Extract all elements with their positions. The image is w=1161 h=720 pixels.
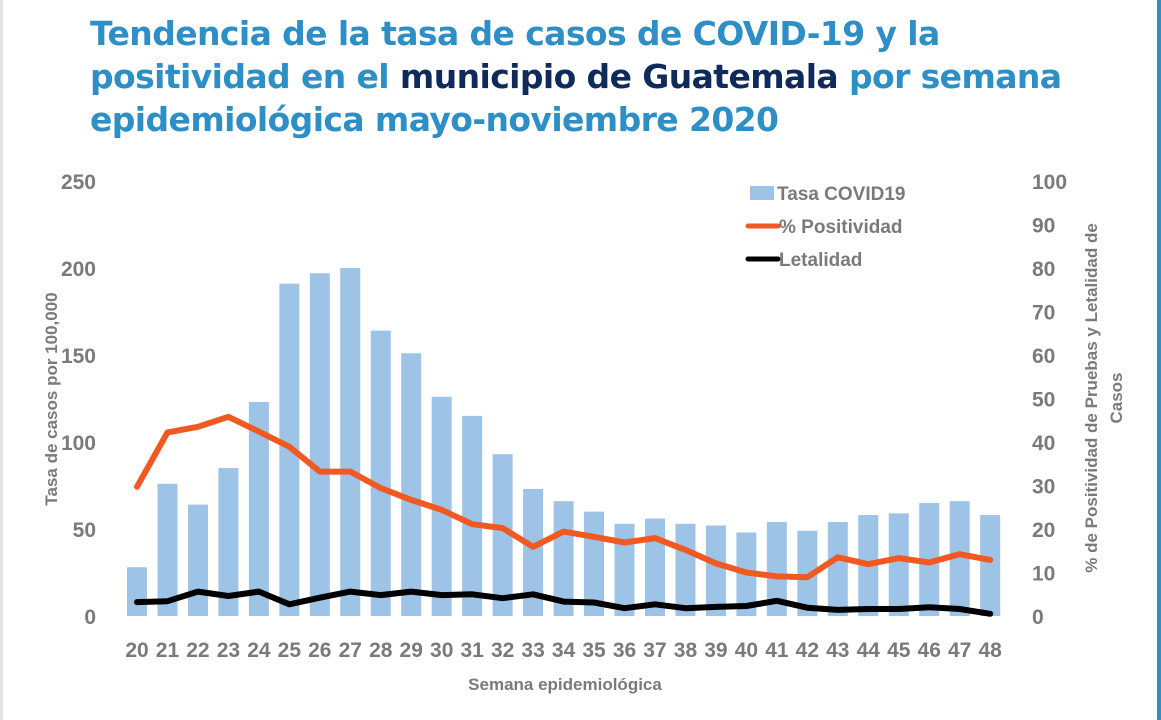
bar-week-26: [309, 273, 330, 616]
line-positividad: [134, 413, 994, 581]
left-frame-edge: [0, 0, 3, 720]
bar-week-31: [462, 415, 483, 616]
y-tick-label: 0: [84, 606, 96, 629]
y2-tick-label: 100: [1032, 171, 1067, 194]
legend-item-letalidad[interactable]: Letalidad: [745, 250, 862, 271]
x-tick-label: 22: [186, 639, 209, 662]
x-tick-label: 46: [918, 639, 941, 662]
y-axis-right-title: % de Positividad de Pruebas y Letalidad …: [1082, 223, 1126, 573]
legend-item-tasa-covid19[interactable]: Tasa COVID19: [750, 184, 905, 205]
bar-week-28: [370, 330, 391, 616]
bar-week-24: [248, 401, 269, 616]
x-axis-ticks: 20 21 22 23 24 25 26 27 28 29 30 31 32 33 34 35 36 37 38 39…: [125, 639, 1002, 662]
legend-label: Letalidad: [779, 250, 862, 271]
bar-week-42: [797, 530, 818, 616]
y-axis-left-ticks: 0 50 100 150 200 250: [61, 171, 96, 629]
bar-week-20: [127, 567, 147, 616]
legend-label: Tasa COVID19: [777, 184, 905, 205]
legend-label: % Positividad: [779, 217, 903, 238]
bar-week-33: [523, 488, 544, 616]
bar-week-41: [766, 522, 787, 616]
legend: Tasa COVID19 % Positividad Letalidad: [745, 184, 905, 271]
bar-week-21: [157, 483, 178, 616]
bar-week-23: [218, 468, 239, 616]
x-axis-title: Semana epidemiológica: [468, 675, 662, 694]
bar-week-32: [492, 454, 513, 616]
y2-tick-label: 20: [1032, 519, 1055, 542]
legend-swatch-bar: [750, 186, 774, 200]
bar-week-45: [888, 513, 909, 616]
x-tick-label: 44: [857, 639, 881, 662]
y2-tick-label: 40: [1032, 432, 1055, 455]
right-frame-accent-line: [1157, 0, 1161, 720]
x-tick-label: 20: [125, 639, 148, 662]
x-tick-label: 26: [308, 639, 331, 662]
y-tick-label: 50: [73, 519, 96, 542]
bar-week-43: [827, 522, 848, 616]
y-tick-label: 200: [61, 258, 96, 281]
x-tick-label: 23: [217, 639, 240, 662]
bar-week-36: [614, 523, 635, 616]
x-tick-label: 21: [156, 639, 180, 662]
bar-week-22: [187, 504, 208, 616]
y2-tick-label: 90: [1032, 215, 1055, 238]
y2-tick-label: 0: [1032, 606, 1044, 629]
y-tick-label: 150: [61, 345, 96, 368]
bar-series-tasa-covid19: [127, 268, 1001, 616]
x-tick-label: 48: [978, 639, 1002, 662]
y-axis-right-title-line-1: % de Positividad de Pruebas y Letalidad …: [1082, 223, 1101, 573]
y-axis-right-ticks: 0 10 20 30 40 50 60 70 80 90 100: [1032, 171, 1067, 629]
x-tick-label: 35: [582, 639, 606, 662]
x-tick-label: 25: [278, 639, 302, 662]
x-tick-label: 36: [613, 639, 636, 662]
bar-week-27: [340, 268, 361, 616]
y-axis-right-title-line-2: Casos: [1107, 372, 1126, 423]
x-tick-label: 31: [460, 639, 484, 662]
x-tick-label: 38: [674, 639, 698, 662]
y-tick-label: 250: [61, 171, 96, 194]
x-tick-label: 39: [704, 639, 727, 662]
x-tick-label: 47: [948, 639, 971, 662]
y2-tick-label: 60: [1032, 345, 1055, 368]
bar-week-29: [401, 353, 422, 616]
line-letalidad: [134, 588, 994, 617]
x-tick-label: 27: [339, 639, 362, 662]
x-tick-label: 37: [643, 639, 666, 662]
y-tick-label: 100: [61, 432, 96, 455]
x-tick-label: 30: [430, 639, 453, 662]
x-tick-label: 28: [369, 639, 393, 662]
x-tick-label: 42: [796, 639, 819, 662]
y-axis-left-title: Tasa de casos por 100,000: [42, 292, 61, 505]
bar-week-48: [980, 515, 1001, 616]
x-tick-label: 33: [521, 639, 544, 662]
title-highlight: municipio de Guatemala: [399, 57, 839, 96]
title-part-1: Tendencia de la tasa de casos de COVID-1…: [90, 14, 940, 96]
bar-week-30: [431, 396, 452, 616]
legend-item-positividad[interactable]: % Positividad: [745, 217, 903, 238]
y2-tick-label: 70: [1032, 302, 1055, 325]
x-tick-label: 43: [826, 639, 849, 662]
y2-tick-label: 30: [1032, 476, 1055, 499]
y2-tick-label: 50: [1032, 389, 1055, 412]
bar-week-47: [949, 501, 970, 616]
x-tick-label: 34: [552, 639, 576, 662]
x-tick-label: 41: [765, 639, 789, 662]
line-series: [134, 413, 994, 617]
bar-week-38: [675, 523, 696, 616]
x-tick-label: 24: [247, 639, 271, 662]
x-tick-label: 32: [491, 639, 514, 662]
x-tick-label: 45: [887, 639, 911, 662]
title-part-2: por semana epidemiológica mayo-noviembre…: [90, 57, 1062, 139]
x-tick-label: 29: [400, 639, 423, 662]
x-tick-label: 40: [735, 639, 758, 662]
y2-tick-label: 80: [1032, 258, 1055, 281]
bar-week-39: [705, 525, 726, 616]
chart-title: Tendencia de la tasa de casos de COVID-1…: [90, 12, 1090, 141]
y2-tick-label: 10: [1032, 563, 1055, 586]
